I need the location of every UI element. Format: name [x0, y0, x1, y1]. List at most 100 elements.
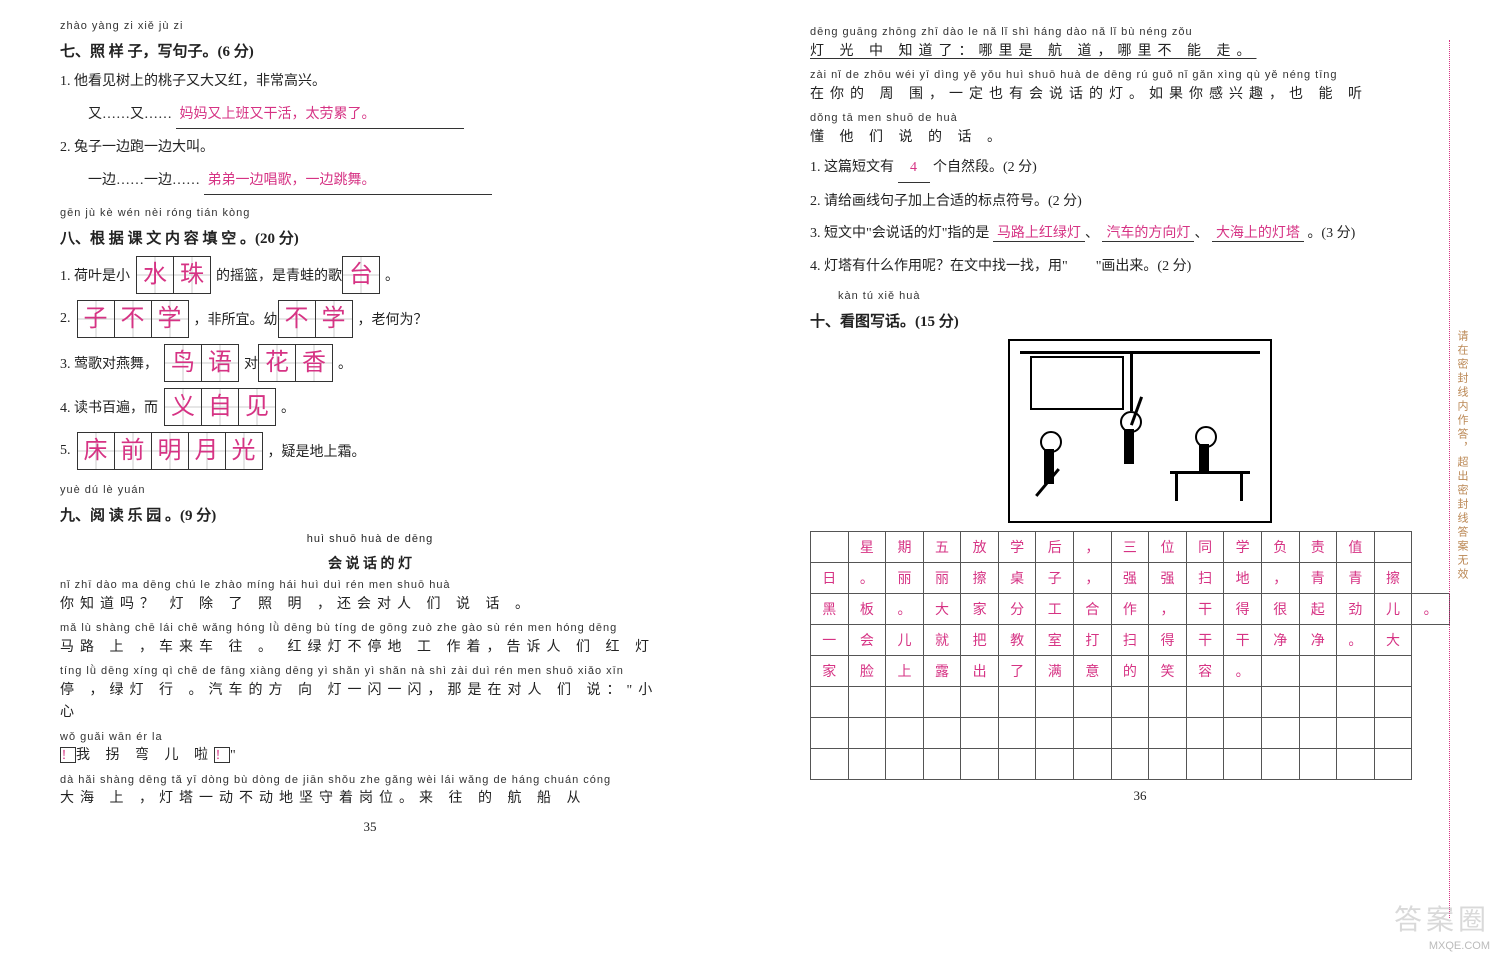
- grid-cell: 就: [923, 625, 961, 656]
- punct-box: ！: [214, 747, 230, 763]
- grid-cell: 大: [923, 594, 961, 625]
- reading-line: dēng guāng zhōng zhī dào le nǎ lǐ shì há…: [810, 24, 1470, 63]
- grid-cell: 干: [1186, 625, 1224, 656]
- sec8-row: 4. 读书百遍，而义自见。: [60, 388, 680, 426]
- sec7-q1-lead: 又……又……: [88, 107, 172, 122]
- grid-row: [811, 749, 1450, 780]
- grid-cell: [1074, 718, 1112, 749]
- grid-row: 家脸上露出了满意的笑容。: [811, 656, 1450, 687]
- grid-cell: [961, 687, 999, 718]
- grid-cell: [1149, 718, 1187, 749]
- writing-grid: 星期五放学后，三位同学负责值日。丽丽擦桌子，强强扫地，青青擦黑板。大家分工合作，…: [810, 531, 1450, 780]
- sec8-row-mid: 的摇篮，是青蛙的歌: [216, 265, 342, 285]
- grid-cell: [1186, 718, 1224, 749]
- grid-cell: ，: [1261, 563, 1299, 594]
- grid-cell: [1224, 718, 1262, 749]
- grid-cell: [1186, 749, 1224, 780]
- q1-answer: 4: [898, 155, 930, 183]
- grid-cell: [1224, 749, 1262, 780]
- sec8-row-pre: 1. 荷叶是小: [60, 265, 130, 285]
- grid-cell: 工: [1036, 594, 1074, 625]
- q2: 2. 请给画线句子加上合适的标点符号。(2 分): [810, 189, 1470, 216]
- grid-cell: 擦: [961, 563, 999, 594]
- char-box: 语: [201, 344, 239, 382]
- grid-cell: [923, 749, 961, 780]
- sec8-title: 八、根 据 课 文 内 容 填 空 。(20 分): [60, 227, 680, 248]
- char-box: 花: [258, 344, 296, 382]
- grid-cell: [961, 749, 999, 780]
- sec8-row-tail: 。: [338, 353, 352, 373]
- grid-cell: 扫: [1111, 625, 1149, 656]
- grid-cell: [961, 718, 999, 749]
- grid-cell: [1337, 718, 1375, 749]
- sec8-row-pre: 4. 读书百遍，而: [60, 397, 158, 417]
- sec7-q2-lead: 一边……一边……: [88, 173, 200, 188]
- reading-han: 在你的 周 围，一定也有会说话的灯。如果你感兴趣，也 能 听: [810, 84, 1470, 106]
- grid-cell: [886, 687, 924, 718]
- sec8-row-mid: 对: [244, 353, 258, 373]
- sec8-row-pre: 5.: [60, 443, 71, 459]
- sec8-rows: 1. 荷叶是小水珠的摇篮，是青蛙的歌台。2. 子不学，非所宜。幼不学，老何为？3…: [60, 256, 680, 470]
- grid-cell: 期: [886, 532, 924, 563]
- grid-cell: 合: [1074, 594, 1112, 625]
- grid-cell: 丽: [923, 563, 961, 594]
- char-box: 光: [225, 432, 263, 470]
- grid-cell: 室: [1036, 625, 1074, 656]
- grid-row: 一会儿就把教室打扫得干干净净。大: [811, 625, 1450, 656]
- q3-c: 大海上的灯塔: [1212, 226, 1304, 242]
- grid-cell: 把: [961, 625, 999, 656]
- grid-cell: [1299, 656, 1337, 687]
- sec7-q2-answer: 弟弟一边唱歌，一边跳舞。: [204, 168, 492, 196]
- grid-cell: [1224, 687, 1262, 718]
- sec8-row: 3. 莺歌对燕舞，鸟语对花香。: [60, 344, 680, 382]
- grid-cell: [811, 749, 849, 780]
- q3-a: 马路上红绿灯: [993, 226, 1085, 242]
- char-box: 子: [77, 300, 115, 338]
- grid-cell: 得: [1149, 625, 1187, 656]
- reading-line: zài nǐ de zhōu wéi yī dìng yě yǒu huì sh…: [810, 67, 1470, 106]
- seal-text: 请在密封线内作答，超出密封线答案无效: [1454, 330, 1470, 582]
- grid-cell: [998, 687, 1036, 718]
- reading-pinyin: dǒng tā men shuō de huà: [810, 110, 1470, 128]
- reading-pinyin: wǒ guǎi wān ér la: [60, 729, 680, 747]
- sec8-row: 1. 荷叶是小水珠的摇篮，是青蛙的歌台。: [60, 256, 680, 294]
- sec8-row: 5. 床前明月光，疑是地上霜。: [60, 432, 680, 470]
- grid-cell: 。: [1412, 594, 1450, 625]
- char-box: 不: [278, 300, 316, 338]
- grid-cell: [1337, 656, 1375, 687]
- q1: 1. 这篇短文有 4 个自然段。(2 分): [810, 155, 1470, 183]
- grid-cell: 同: [1186, 532, 1224, 563]
- grid-cell: 值: [1337, 532, 1375, 563]
- q1-post: 个自然段。(2 分): [933, 160, 1037, 175]
- grid-cell: [1149, 687, 1187, 718]
- sec8-row-tail: ，老何为？: [358, 309, 428, 329]
- grid-cell: 。: [1224, 656, 1262, 687]
- grid-cell: 学: [998, 532, 1036, 563]
- grid-cell: 子: [1036, 563, 1074, 594]
- grid-cell: ，: [1149, 594, 1187, 625]
- grid-cell: [1111, 749, 1149, 780]
- grid-cell: [1261, 749, 1299, 780]
- grid-cell: 家: [961, 594, 999, 625]
- grid-cell: 放: [961, 532, 999, 563]
- page-num-left: 35: [60, 819, 680, 835]
- char-box: 不: [114, 300, 152, 338]
- reading-line: tíng lǜ dēng xíng qì chē de fāng xiàng d…: [60, 663, 680, 724]
- seal-line: [1449, 40, 1450, 918]
- watermark-url: MXQE.COM: [1429, 940, 1490, 952]
- grid-cell: 分: [998, 594, 1036, 625]
- char-box: 鸟: [164, 344, 202, 382]
- reading-line: mǎ lù shàng chē lái chē wǎng hóng lǜ dēn…: [60, 620, 680, 659]
- grid-cell: 出: [961, 656, 999, 687]
- q1-pre: 1. 这篇短文有: [810, 160, 894, 175]
- grid-cell: [848, 718, 886, 749]
- grid-cell: 了: [998, 656, 1036, 687]
- grid-cell: [1299, 749, 1337, 780]
- watermark-brand: 答案圈: [1394, 898, 1490, 938]
- char-box: 义: [164, 388, 202, 426]
- grid-cell: [998, 718, 1036, 749]
- grid-cell: [886, 718, 924, 749]
- sec8-row-tail: 。: [281, 397, 295, 417]
- grid-cell: 地: [1224, 563, 1262, 594]
- grid-cell: [1261, 718, 1299, 749]
